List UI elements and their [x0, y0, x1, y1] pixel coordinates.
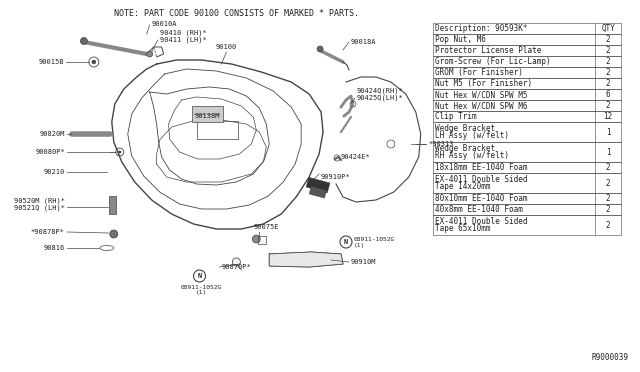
Circle shape — [118, 151, 121, 154]
Text: 90411 (LH)*: 90411 (LH)* — [159, 36, 206, 43]
Text: Grom-Screw (For Lic-Lamp): Grom-Screw (For Lic-Lamp) — [435, 57, 550, 66]
Bar — [109, 196, 116, 214]
Text: 2: 2 — [606, 68, 611, 77]
Bar — [433, 78, 621, 89]
Text: 08911-1052G: 08911-1052G — [354, 237, 396, 241]
Bar — [433, 45, 621, 56]
Bar — [433, 56, 621, 67]
Text: QTY: QTY — [601, 24, 615, 33]
Text: 1: 1 — [606, 128, 611, 137]
Text: 90010A: 90010A — [152, 21, 177, 27]
Text: Description: 90593K*: Description: 90593K* — [435, 24, 527, 33]
Bar — [433, 193, 621, 204]
Circle shape — [81, 38, 88, 45]
Text: 90910M: 90910M — [351, 259, 376, 265]
Text: 90210: 90210 — [44, 169, 65, 175]
Text: *90878P*: *90878P* — [31, 229, 65, 235]
Text: 40x8mm EE-1040 Foam: 40x8mm EE-1040 Foam — [435, 205, 523, 214]
Text: 90520M (RH)*: 90520M (RH)* — [14, 198, 65, 204]
Text: Protector License Plate: Protector License Plate — [435, 46, 541, 55]
Bar — [433, 173, 621, 193]
Text: Clip Trim: Clip Trim — [435, 112, 476, 121]
Text: 2: 2 — [606, 101, 611, 110]
Text: Nut Hex W/CDN SPW M6: Nut Hex W/CDN SPW M6 — [435, 101, 527, 110]
Text: 90424Q(RH)*: 90424Q(RH)* — [357, 87, 404, 94]
Text: 2: 2 — [606, 205, 611, 214]
Bar — [433, 23, 621, 34]
Text: 2: 2 — [606, 221, 611, 230]
Text: 90100: 90100 — [216, 44, 237, 50]
Circle shape — [92, 60, 96, 64]
Text: 90424E*: 90424E* — [341, 154, 371, 160]
Bar — [433, 142, 621, 162]
Text: NOTE: PART CODE 90100 CONSISTS OF MARKED * PARTS.: NOTE: PART CODE 90100 CONSISTS OF MARKED… — [114, 9, 359, 18]
Text: 1: 1 — [606, 148, 611, 157]
Text: 90015B: 90015B — [38, 59, 64, 65]
Circle shape — [147, 51, 153, 57]
Text: 6: 6 — [606, 90, 611, 99]
Bar — [191, 106, 223, 122]
Text: (1): (1) — [354, 244, 365, 248]
Text: 90080P*: 90080P* — [35, 149, 65, 155]
Bar — [433, 34, 621, 45]
Text: 90075E: 90075E — [253, 224, 279, 230]
Text: Tape 65x10mm: Tape 65x10mm — [435, 224, 490, 233]
Text: Tape 14x20mm: Tape 14x20mm — [435, 182, 490, 191]
Text: *90313: *90313 — [429, 141, 454, 147]
Bar — [433, 67, 621, 78]
Text: N: N — [197, 273, 202, 279]
Text: 90425Q(LH)*: 90425Q(LH)* — [357, 94, 404, 101]
Text: EX-4011 Double Sided: EX-4011 Double Sided — [435, 175, 527, 184]
Text: 90018A: 90018A — [351, 39, 376, 45]
Circle shape — [317, 46, 323, 52]
Circle shape — [110, 230, 118, 238]
Text: Nut Hex W/CDN SPW M5: Nut Hex W/CDN SPW M5 — [435, 90, 527, 99]
Bar — [196, 121, 238, 139]
Text: 80x10mm EE-1040 Foam: 80x10mm EE-1040 Foam — [435, 194, 527, 203]
Text: GROM (For Finisher): GROM (For Finisher) — [435, 68, 523, 77]
Text: 2: 2 — [606, 57, 611, 66]
Text: (1): (1) — [196, 290, 207, 295]
Text: 2: 2 — [606, 46, 611, 55]
Text: 90910P*: 90910P* — [321, 174, 351, 180]
Text: 18x18mm EE-1040 Foam: 18x18mm EE-1040 Foam — [435, 163, 527, 172]
Text: 2: 2 — [606, 179, 611, 187]
Text: Pop Nut, M6: Pop Nut, M6 — [435, 35, 486, 44]
Text: N: N — [344, 239, 348, 245]
Circle shape — [252, 235, 260, 243]
Text: 90521Q (LH)*: 90521Q (LH)* — [14, 205, 65, 211]
Text: EX-4011 Double Sided: EX-4011 Double Sided — [435, 217, 527, 226]
Text: LH Assy (w/felt): LH Assy (w/felt) — [435, 131, 509, 140]
Text: 2: 2 — [606, 163, 611, 172]
Bar — [259, 236, 266, 244]
Text: 90138M: 90138M — [195, 113, 220, 119]
Text: Nut M5 (For Finisher): Nut M5 (For Finisher) — [435, 79, 532, 88]
Text: RH Assy (w/felt): RH Assy (w/felt) — [435, 151, 509, 160]
Polygon shape — [269, 252, 343, 267]
Bar — [309, 186, 326, 198]
Text: 08911-1052G: 08911-1052G — [181, 285, 222, 290]
Text: 2: 2 — [606, 35, 611, 44]
Text: 2: 2 — [606, 79, 611, 88]
Text: 90820M: 90820M — [40, 131, 65, 137]
Text: Wedge Bracket: Wedge Bracket — [435, 124, 495, 133]
Bar — [306, 177, 330, 193]
Bar — [433, 204, 621, 215]
Text: 90870P*: 90870P* — [221, 264, 251, 270]
Bar — [433, 215, 621, 235]
Text: 2: 2 — [606, 194, 611, 203]
Bar — [433, 122, 621, 142]
Text: 12: 12 — [604, 112, 612, 121]
Text: 90816: 90816 — [44, 245, 65, 251]
Bar — [433, 100, 621, 111]
Bar — [433, 111, 621, 122]
Text: 90410 (RH)*: 90410 (RH)* — [159, 29, 206, 36]
Bar — [433, 162, 621, 173]
Bar — [433, 89, 621, 100]
Text: Wedge Bracket: Wedge Bracket — [435, 144, 495, 153]
Text: R9000039: R9000039 — [591, 353, 628, 362]
